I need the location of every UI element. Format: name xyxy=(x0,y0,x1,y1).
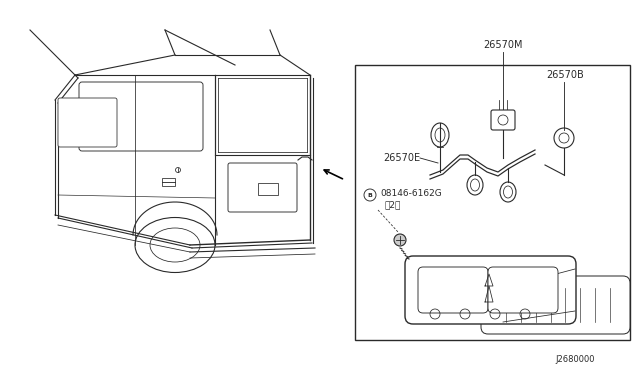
Circle shape xyxy=(394,234,406,246)
FancyBboxPatch shape xyxy=(491,110,515,130)
FancyBboxPatch shape xyxy=(405,256,576,324)
FancyBboxPatch shape xyxy=(481,276,630,334)
Text: （2）: （2） xyxy=(385,201,401,209)
FancyBboxPatch shape xyxy=(228,163,297,212)
Bar xyxy=(162,178,175,186)
FancyBboxPatch shape xyxy=(79,82,203,151)
Text: J2680000: J2680000 xyxy=(556,356,595,365)
Text: 08146-6162G: 08146-6162G xyxy=(380,189,442,198)
FancyBboxPatch shape xyxy=(488,267,558,313)
Text: 26570E: 26570E xyxy=(383,153,420,163)
FancyBboxPatch shape xyxy=(418,267,488,313)
Text: 26570B: 26570B xyxy=(546,70,584,80)
FancyBboxPatch shape xyxy=(58,98,117,147)
Bar xyxy=(355,65,630,340)
Text: B: B xyxy=(367,192,372,198)
Bar xyxy=(258,183,278,195)
Text: 26570M: 26570M xyxy=(483,40,523,50)
